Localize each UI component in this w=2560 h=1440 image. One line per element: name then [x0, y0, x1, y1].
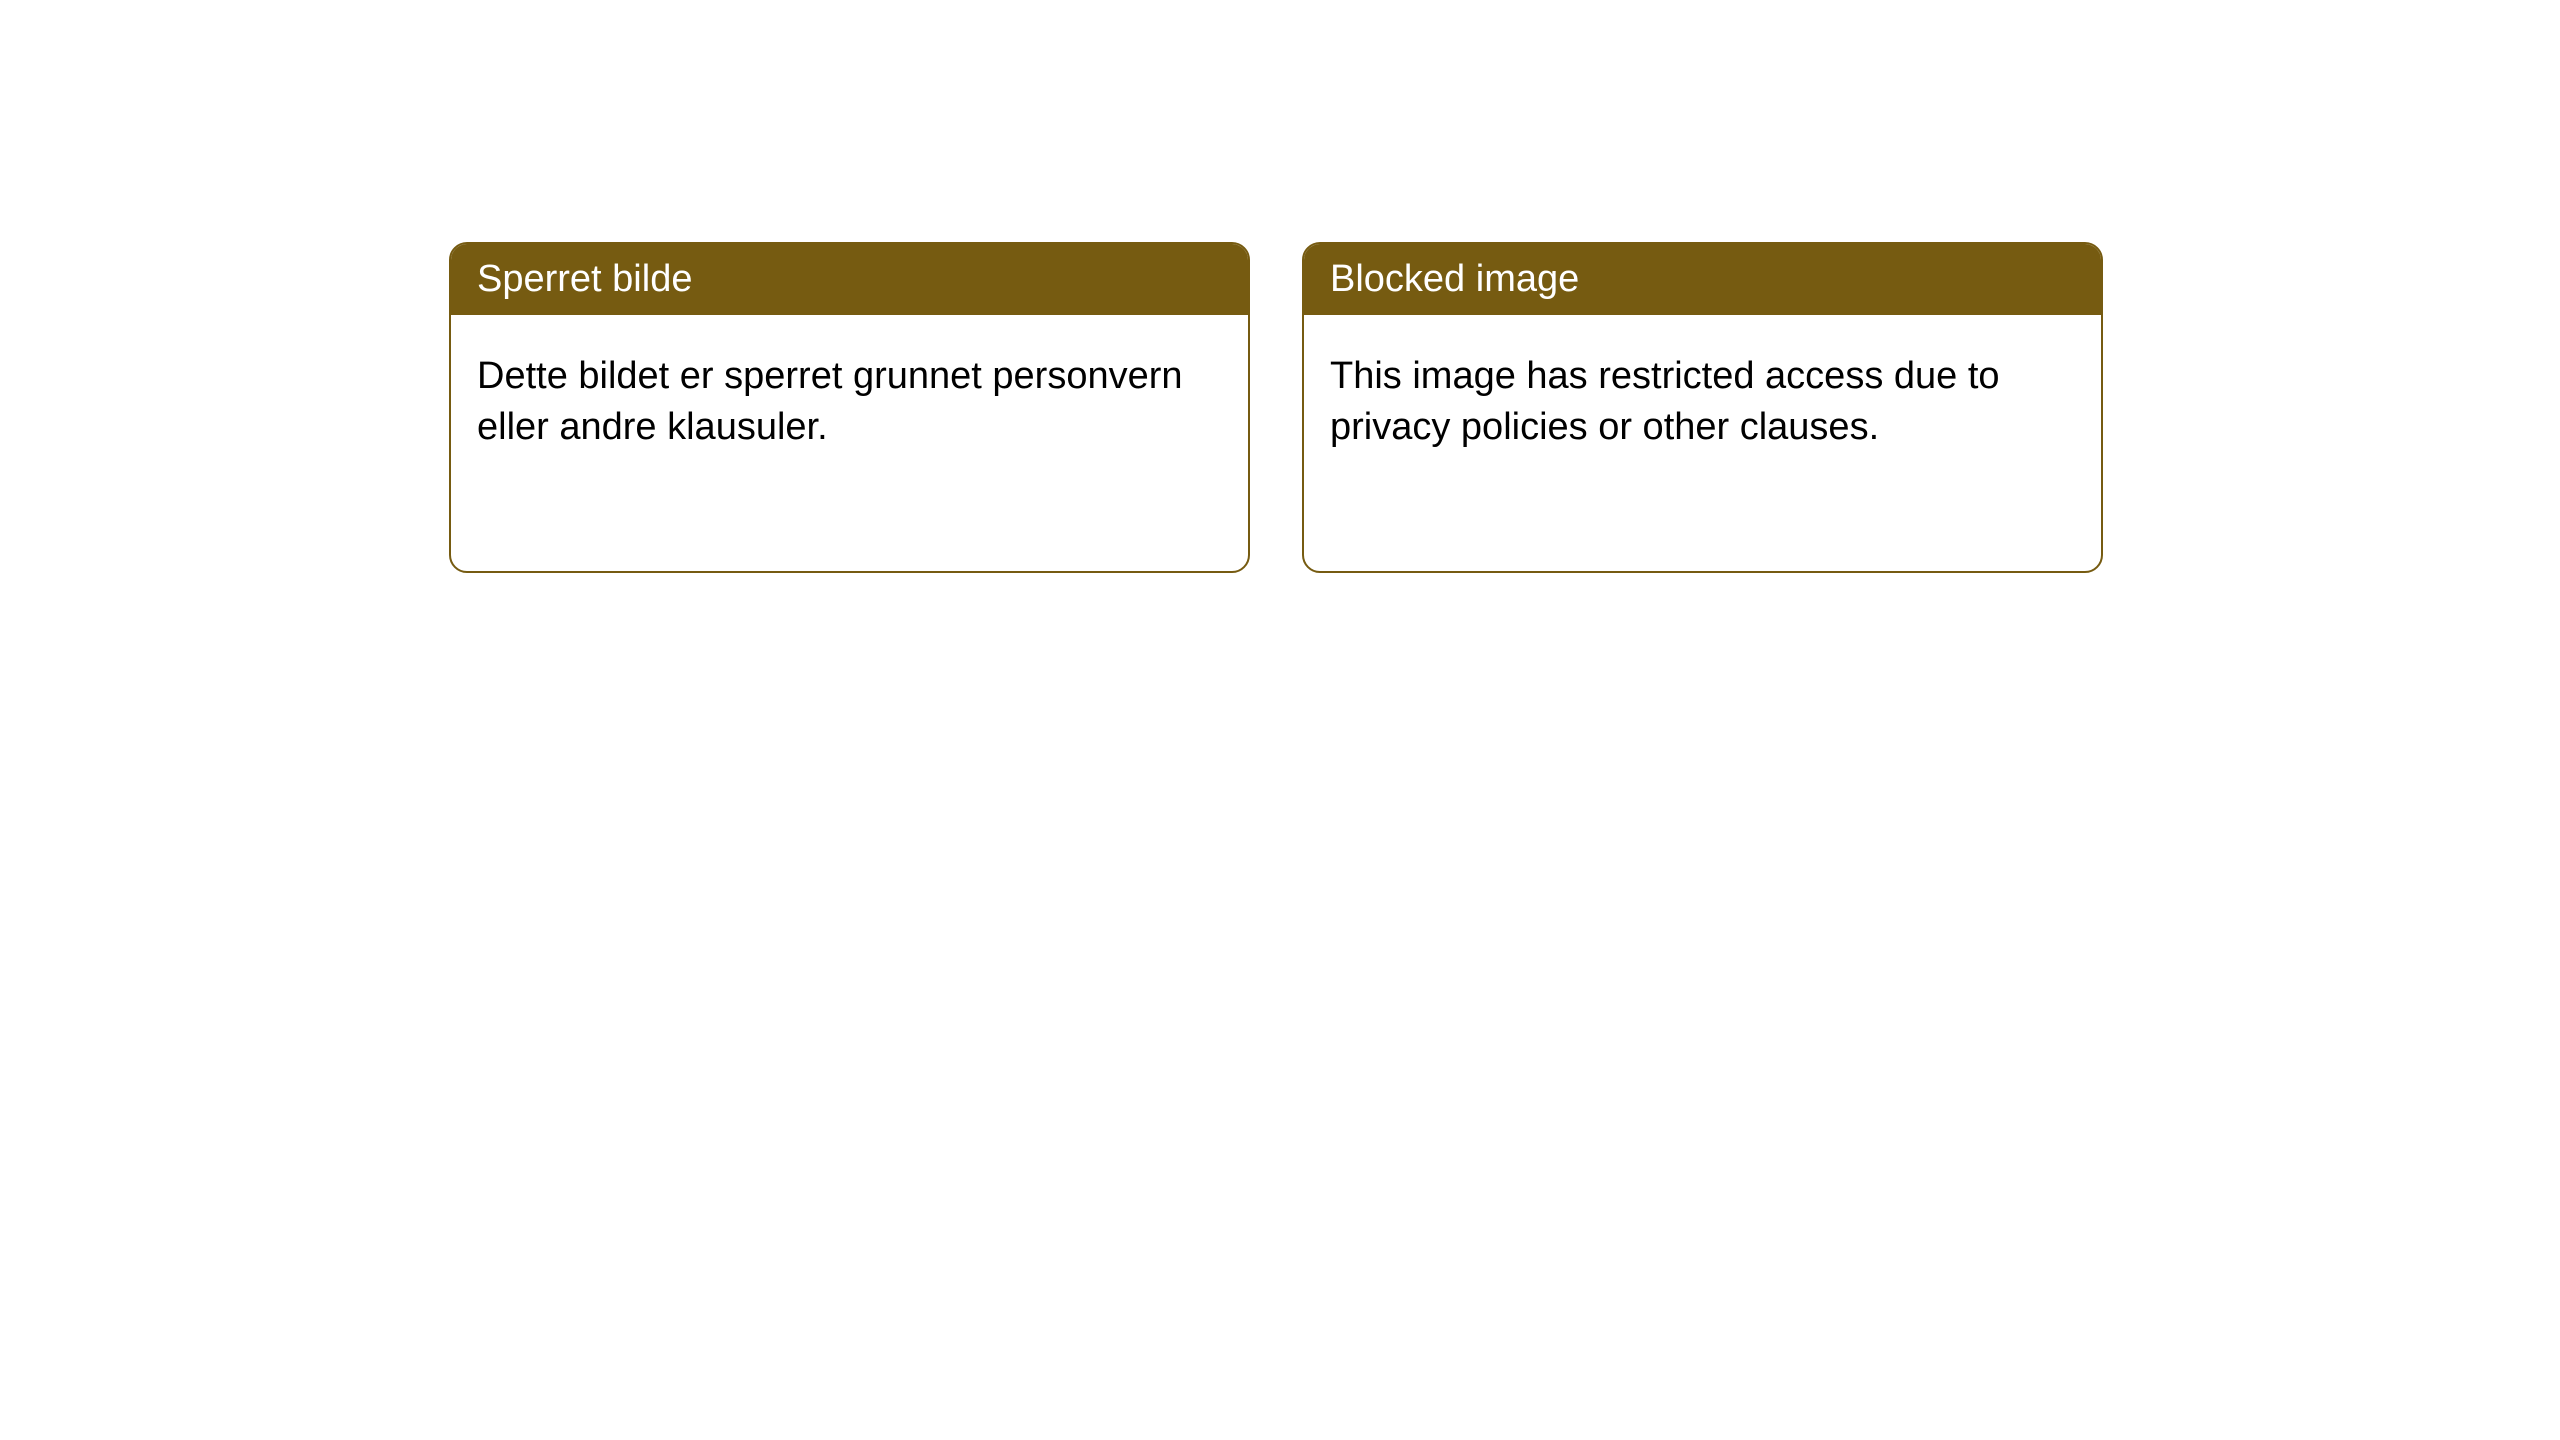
card-body-text: This image has restricted access due to … [1330, 355, 2000, 448]
card-body: Dette bildet er sperret grunnet personve… [451, 315, 1248, 571]
cards-container: Sperret bilde Dette bildet er sperret gr… [449, 242, 2103, 573]
card-body-text: Dette bildet er sperret grunnet personve… [477, 355, 1183, 448]
card-title: Blocked image [1330, 258, 1579, 300]
card-body: This image has restricted access due to … [1304, 315, 2101, 571]
card-header: Blocked image [1304, 244, 2101, 315]
blocked-image-card-no: Sperret bilde Dette bildet er sperret gr… [449, 242, 1250, 573]
card-header: Sperret bilde [451, 244, 1248, 315]
blocked-image-card-en: Blocked image This image has restricted … [1302, 242, 2103, 573]
card-title: Sperret bilde [477, 258, 692, 300]
